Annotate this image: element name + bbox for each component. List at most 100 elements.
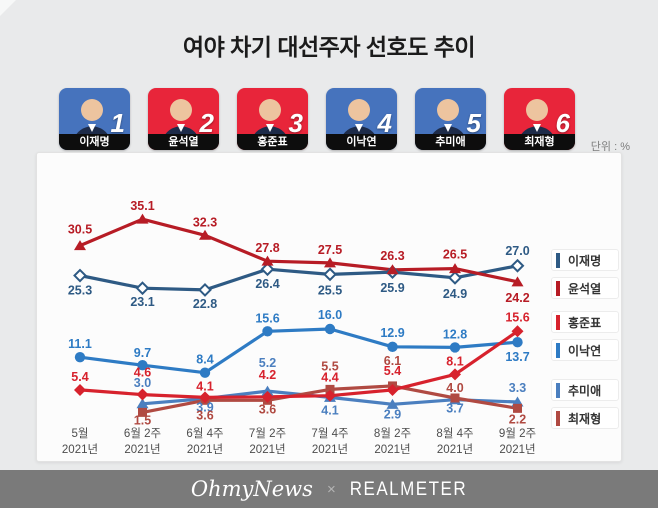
- legend-label: 이낙연: [568, 343, 602, 358]
- legend-item: 최재형: [551, 407, 619, 429]
- x-axis-label-year: 2021년: [499, 443, 535, 456]
- legend-label: 추미애: [568, 383, 602, 398]
- trend-chart-panel: 30.5 35.1 32.3 27.8 27.5 26.3 26.5 24.2 25.3 23.1…: [36, 152, 622, 462]
- x-axis-label-month: 6월 2주: [124, 427, 161, 440]
- value-label-hong-junpyo: 15.6: [505, 310, 529, 324]
- value-label-yoon-seokyeol: 26.5: [443, 248, 467, 262]
- value-label-lee-jaemyung: 25.9: [380, 281, 404, 295]
- legend-group-1: 이재명 윤석열: [551, 249, 619, 305]
- marker-lee-nakyeon: [449, 342, 461, 353]
- legend-color-bar: [556, 342, 560, 358]
- value-label-choi-jaehyung: 4.0: [446, 381, 463, 395]
- x-axis-label-month: 9월 2주: [499, 427, 536, 440]
- footer-bar: OhmyNews × REALMETER: [0, 470, 658, 508]
- candidate-rank: 1: [110, 108, 125, 138]
- unit-label: 단위 : %: [590, 141, 630, 153]
- marker-lee-jaemyung: [135, 281, 150, 296]
- marker-lee-jaemyung: [448, 270, 462, 285]
- value-label-chu-miae: 3.3: [509, 381, 526, 395]
- marker-yoon-seokyeol: [386, 264, 399, 275]
- marker-chu-miae: [136, 398, 149, 409]
- value-label-lee-nakyeon: 12.9: [380, 326, 404, 340]
- marker-lee-jaemyung: [198, 282, 212, 297]
- marker-yoon-seokyeol: [74, 240, 86, 251]
- marker-hong-junpyo: [386, 383, 399, 396]
- candidate-card-lee-nakyeon: 4 이낙연: [326, 88, 397, 150]
- cross-separator-icon: ×: [326, 480, 336, 498]
- marker-hong-junpyo: [511, 325, 524, 338]
- x-axis-label-month: 6월 4주: [186, 427, 223, 440]
- trend-line-chart: 30.5 35.1 32.3 27.8 27.5 26.3 26.5 24.2 25.3 23.1…: [62, 199, 536, 456]
- candidate-name: 이재명: [59, 134, 130, 150]
- legend-color-bar: [556, 252, 560, 268]
- candidate-card-lee-jaemyung: 1 이재명: [59, 88, 130, 150]
- marker-chu-miae: [386, 398, 399, 409]
- marker-hong-junpyo: [261, 390, 274, 403]
- candidate-card-yoon-seokyeol: 2 윤석열: [148, 88, 219, 150]
- legend-color-bar: [556, 410, 560, 426]
- candidate-rank: 3: [288, 108, 303, 138]
- value-label-choi-jaehyung: 3.6: [196, 408, 213, 422]
- value-label-chu-miae: 3.9: [196, 401, 213, 415]
- value-label-yoon-seokyeol: 35.1: [130, 199, 154, 213]
- marker-lee-nakyeon: [262, 326, 273, 337]
- candidate-name: 홍준표: [237, 134, 308, 150]
- x-axis-label-month: 7월 4주: [311, 427, 348, 440]
- legend-label: 최재형: [568, 411, 602, 426]
- candidate-card-chu-miae: 5 추미애: [415, 88, 486, 150]
- value-label-choi-jaehyung: 6.1: [384, 354, 401, 368]
- marker-lee-jaemyung: [323, 267, 337, 282]
- marker-hong-junpyo: [136, 388, 149, 401]
- value-label-lee-jaemyung: 23.1: [130, 295, 154, 309]
- value-label-lee-jaemyung: 25.5: [318, 283, 342, 297]
- marker-lee-jaemyung: [510, 258, 525, 273]
- marker-choi-jaehyung: [450, 393, 460, 403]
- x-axis-label-month: 7월 2주: [249, 427, 286, 440]
- marker-lee-nakyeon: [137, 360, 148, 371]
- legend-label: 이재명: [568, 253, 602, 268]
- candidate-rank: 2: [199, 108, 214, 138]
- value-label-lee-jaemyung: 22.8: [193, 297, 217, 311]
- series-line-lee-jaemyung: [78, 264, 520, 292]
- marker-lee-nakyeon: [199, 367, 211, 378]
- marker-yoon-seokyeol: [199, 229, 211, 240]
- value-label-lee-jaemyung: 26.4: [255, 277, 279, 291]
- value-label-choi-jaehyung: 1.5: [134, 413, 151, 427]
- value-label-hong-junpyo: 4.1: [196, 379, 213, 393]
- x-axis-label-year: 2021년: [62, 443, 98, 456]
- series-line-hong-junpyo: [78, 329, 520, 399]
- x-axis-label-month: 5월: [72, 427, 89, 440]
- x-axis-label-year: 2021년: [374, 443, 410, 456]
- candidate-card-hong-junpyo: 3 홍준표: [237, 88, 308, 150]
- marker-lee-nakyeon: [74, 351, 86, 363]
- legend-label: 홍준표: [568, 315, 602, 330]
- x-axis-label-year: 2021년: [437, 443, 473, 456]
- x-axis-label-year: 2021년: [124, 443, 160, 456]
- legend-color-bar: [556, 280, 560, 296]
- value-label-lee-nakyeon: 16.0: [318, 308, 342, 322]
- candidate-name: 윤석열: [148, 134, 219, 150]
- legend-item: 홍준표: [551, 311, 619, 333]
- value-label-yoon-seokyeol: 26.3: [380, 249, 404, 263]
- marker-yoon-seokyeol: [136, 213, 149, 224]
- value-label-hong-junpyo: 4.4: [321, 371, 338, 385]
- legend-item: 이재명: [551, 249, 619, 271]
- candidate-rank: 5: [466, 108, 481, 138]
- x-axis-label-year: 2021년: [249, 443, 285, 456]
- page-corner-fold: [0, 0, 16, 16]
- legend-color-bar: [556, 314, 560, 330]
- marker-lee-jaemyung: [260, 262, 275, 277]
- value-label-choi-jaehyung: 2.2: [509, 412, 526, 426]
- value-label-chu-miae: 3.7: [446, 402, 463, 416]
- value-label-lee-nakyeon: 11.1: [68, 337, 92, 351]
- marker-lee-jaemyung: [73, 268, 87, 283]
- value-label-chu-miae: 3.0: [134, 376, 151, 390]
- value-label-yoon-seokyeol: 24.2: [505, 291, 529, 305]
- value-label-lee-jaemyung: 24.9: [443, 287, 467, 301]
- value-label-lee-nakyeon: 9.7: [134, 346, 151, 360]
- marker-choi-jaehyung: [513, 403, 522, 413]
- marker-choi-jaehyung: [325, 384, 335, 394]
- value-label-hong-junpyo: 5.4: [384, 364, 401, 378]
- candidate-name: 이낙연: [326, 134, 397, 150]
- x-axis-label-month: 8월 2주: [374, 427, 411, 440]
